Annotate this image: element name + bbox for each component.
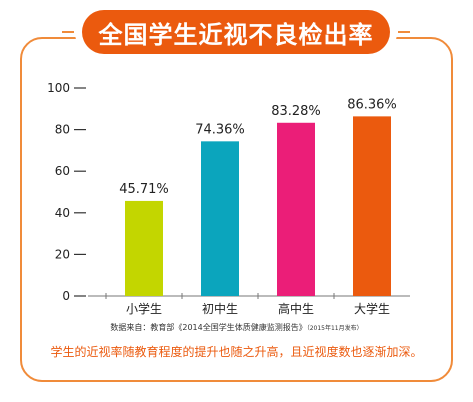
bar	[353, 116, 391, 296]
bars	[125, 116, 391, 296]
x-category-label: 高中生	[278, 301, 314, 316]
value-labels: 45.71% 74.36% 83.28% 86.36%	[119, 97, 397, 197]
x-category-label: 初中生	[202, 301, 238, 316]
bar	[277, 122, 315, 296]
y-tick-label: 20	[55, 247, 70, 261]
conclusion-text: 学生的近视率随教育程度的提升也随之升高，且近视度数也逐渐加深。	[50, 345, 423, 359]
data-source-note: 数据来自：教育部《2014全国学生体质健康监测报告》（2015年11月发布）	[0, 322, 473, 333]
y-tick-label: 0	[62, 289, 70, 303]
y-tick-label: 60	[55, 164, 70, 178]
source-text: 数据来自：教育部《2014全国学生体质健康监测报告》	[110, 323, 307, 332]
y-tick-label: 40	[55, 206, 70, 220]
bar-value-label: 86.36%	[347, 97, 397, 112]
y-tick-label: 100	[47, 81, 70, 95]
x-category-label: 大学生	[354, 301, 390, 316]
x-category-label: 小学生	[126, 301, 162, 316]
chart-title: 全国学生近视不良检出率	[62, 10, 410, 54]
bar-value-label: 74.36%	[195, 122, 245, 137]
bar	[125, 200, 163, 296]
bar-value-label: 83.28%	[271, 104, 321, 119]
bar-value-label: 45.71%	[119, 182, 169, 197]
y-tick-label: 80	[55, 123, 70, 137]
source-date-note: （2015年11月发布）	[306, 325, 363, 332]
x-axis-labels: 小学生 初中生 高中生 大学生	[105, 293, 390, 316]
bar	[201, 141, 239, 296]
